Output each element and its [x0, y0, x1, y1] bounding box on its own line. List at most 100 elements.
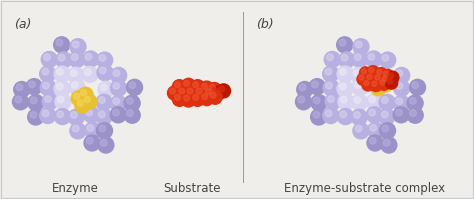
Circle shape — [367, 74, 372, 79]
Circle shape — [127, 79, 143, 95]
Circle shape — [99, 55, 106, 61]
Circle shape — [365, 51, 382, 67]
Circle shape — [97, 52, 113, 68]
Circle shape — [366, 107, 383, 123]
Circle shape — [208, 90, 222, 104]
Circle shape — [42, 68, 49, 75]
Circle shape — [113, 83, 120, 89]
Circle shape — [55, 109, 71, 125]
Circle shape — [352, 51, 368, 67]
Circle shape — [353, 70, 360, 76]
Circle shape — [376, 72, 383, 79]
Circle shape — [396, 83, 403, 89]
Circle shape — [367, 122, 383, 138]
Circle shape — [341, 54, 348, 61]
Circle shape — [388, 73, 393, 78]
Circle shape — [98, 137, 114, 153]
Circle shape — [68, 67, 84, 83]
Circle shape — [309, 79, 325, 95]
Circle shape — [310, 109, 327, 125]
Circle shape — [113, 98, 119, 105]
Circle shape — [84, 135, 100, 151]
Circle shape — [374, 70, 389, 85]
Circle shape — [84, 122, 100, 138]
Circle shape — [15, 96, 22, 103]
Circle shape — [200, 81, 214, 95]
Circle shape — [129, 82, 136, 89]
Circle shape — [185, 86, 199, 100]
Circle shape — [177, 86, 191, 100]
Circle shape — [407, 95, 423, 111]
Circle shape — [381, 74, 393, 87]
Circle shape — [337, 66, 353, 82]
Circle shape — [98, 81, 114, 97]
Circle shape — [97, 123, 112, 139]
Circle shape — [86, 137, 93, 144]
Circle shape — [170, 88, 175, 94]
Circle shape — [100, 67, 106, 74]
Circle shape — [211, 86, 225, 100]
Circle shape — [40, 107, 56, 124]
Circle shape — [368, 53, 375, 60]
Circle shape — [73, 125, 79, 132]
Circle shape — [339, 83, 346, 90]
Circle shape — [82, 66, 98, 82]
Circle shape — [56, 52, 72, 68]
Circle shape — [99, 111, 105, 118]
Circle shape — [337, 37, 353, 53]
Circle shape — [73, 93, 80, 100]
Circle shape — [16, 84, 23, 91]
Circle shape — [365, 72, 377, 85]
Circle shape — [311, 81, 318, 88]
Circle shape — [86, 109, 92, 116]
Circle shape — [326, 82, 332, 89]
Circle shape — [210, 92, 216, 98]
Circle shape — [407, 107, 423, 123]
Circle shape — [356, 125, 362, 132]
Circle shape — [85, 53, 92, 60]
Circle shape — [193, 94, 199, 100]
Circle shape — [100, 84, 107, 90]
Circle shape — [55, 94, 71, 110]
Circle shape — [56, 68, 63, 75]
Circle shape — [210, 85, 215, 91]
Circle shape — [30, 97, 37, 104]
Circle shape — [30, 111, 37, 118]
Circle shape — [70, 70, 77, 76]
Circle shape — [352, 94, 367, 110]
Circle shape — [338, 94, 354, 110]
Circle shape — [96, 109, 112, 125]
Circle shape — [54, 37, 70, 53]
Circle shape — [57, 96, 64, 103]
Circle shape — [380, 123, 395, 139]
Text: Enzyme: Enzyme — [52, 182, 99, 195]
Circle shape — [182, 78, 195, 92]
Circle shape — [367, 66, 379, 78]
Circle shape — [167, 86, 182, 100]
Circle shape — [45, 96, 51, 102]
Circle shape — [44, 54, 50, 61]
Circle shape — [362, 79, 374, 91]
Circle shape — [173, 80, 186, 94]
Circle shape — [410, 110, 416, 116]
Circle shape — [393, 107, 409, 123]
Circle shape — [325, 110, 332, 117]
Circle shape — [337, 81, 353, 97]
Circle shape — [70, 123, 86, 139]
Circle shape — [71, 91, 86, 106]
Circle shape — [42, 93, 58, 109]
Circle shape — [377, 69, 382, 75]
Circle shape — [337, 109, 354, 125]
Circle shape — [72, 54, 78, 60]
Circle shape — [27, 109, 44, 125]
Circle shape — [75, 98, 90, 113]
Circle shape — [324, 52, 340, 67]
Circle shape — [339, 68, 346, 75]
Circle shape — [359, 67, 372, 79]
Circle shape — [28, 95, 44, 111]
Circle shape — [369, 96, 375, 103]
Circle shape — [339, 52, 355, 68]
Circle shape — [113, 70, 120, 77]
Circle shape — [70, 39, 86, 55]
Circle shape — [299, 84, 306, 91]
